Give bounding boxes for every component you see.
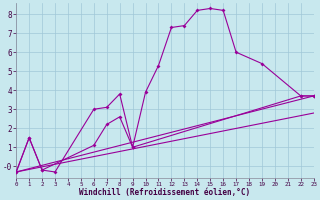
X-axis label: Windchill (Refroidissement éolien,°C): Windchill (Refroidissement éolien,°C) [79, 188, 251, 197]
